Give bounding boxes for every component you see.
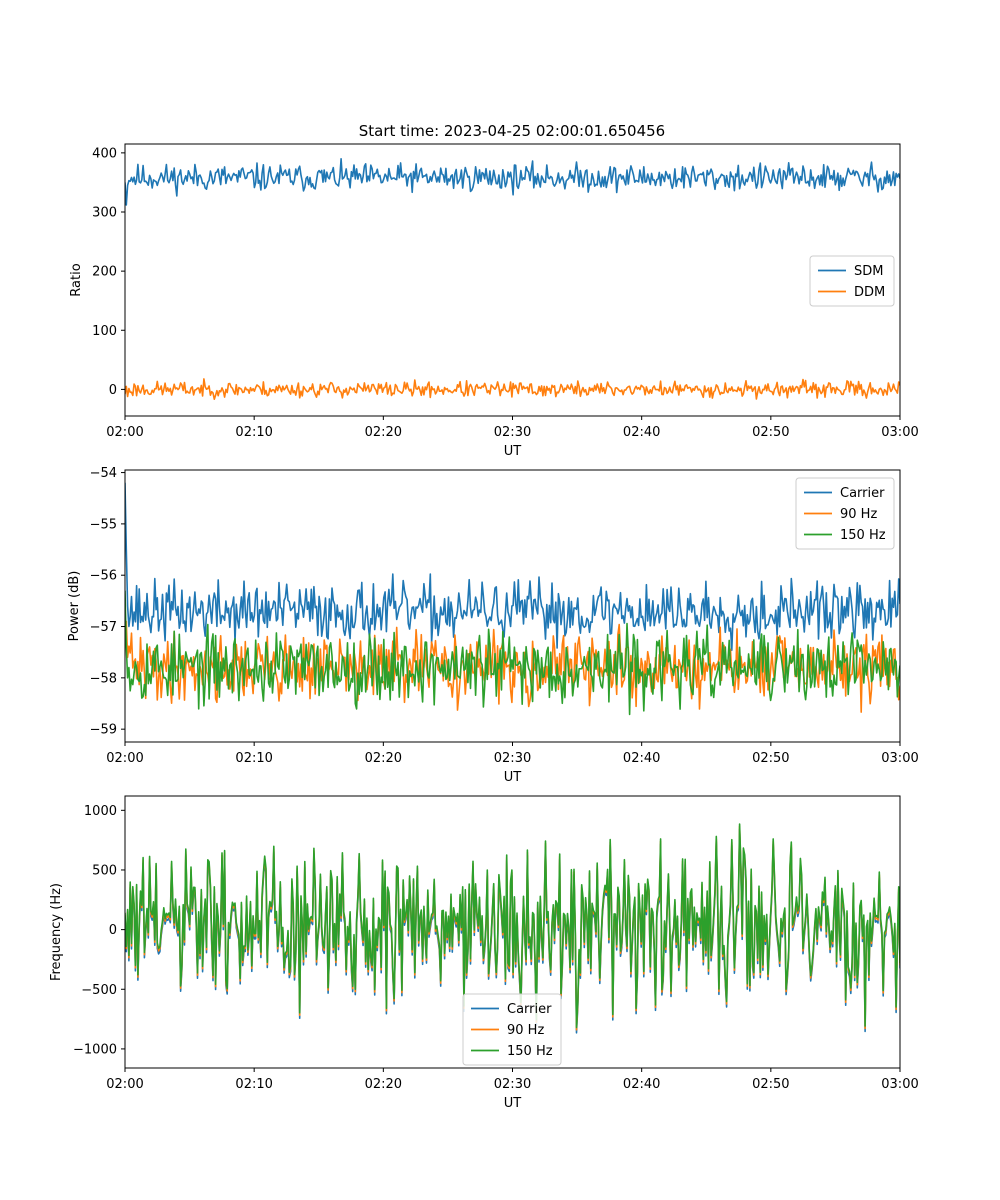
y-tick-label: 0 bbox=[109, 923, 117, 938]
x-tick-label: 02:40 bbox=[623, 425, 660, 440]
y-tick-label: 300 bbox=[92, 206, 117, 221]
y-tick-label: −57 bbox=[90, 620, 117, 635]
x-tick-label: 02:40 bbox=[623, 751, 660, 766]
legend-box bbox=[795, 477, 895, 550]
series-line-150-hz bbox=[125, 823, 900, 1029]
y-tick-label: 1000 bbox=[84, 804, 117, 819]
x-tick-label: 02:20 bbox=[365, 751, 402, 766]
legend-box bbox=[462, 993, 562, 1066]
panel-2: 02:00 02:10 02:20 02:30 02:40 02:50 03:00 UT −59… bbox=[67, 466, 919, 785]
x-tick-label: 02:10 bbox=[235, 751, 272, 766]
x-tick-label: 02:30 bbox=[494, 425, 531, 440]
x-tick-label: 02:00 bbox=[106, 1077, 143, 1092]
x-tick-label: 02:50 bbox=[752, 751, 789, 766]
y-tick-label: 500 bbox=[92, 863, 117, 878]
legend-label: DDM bbox=[854, 285, 885, 300]
legend-label: 90 Hz bbox=[507, 1023, 544, 1038]
y-tick-label: −58 bbox=[90, 671, 117, 686]
x-axis-label: UT bbox=[504, 770, 522, 785]
y-tick-label: −1000 bbox=[73, 1042, 117, 1057]
legend-label: Carrier bbox=[840, 486, 885, 501]
y-axis-label: Frequency (Hz) bbox=[49, 883, 64, 981]
y-axis-label: Ratio bbox=[69, 263, 84, 296]
y-tick-label: −500 bbox=[81, 983, 117, 998]
x-tick-label: 02:30 bbox=[494, 751, 531, 766]
y-tick-label: −54 bbox=[90, 466, 117, 481]
y-tick-label: −55 bbox=[90, 517, 117, 532]
x-axis-label: UT bbox=[504, 444, 522, 459]
x-axis-label: UT bbox=[504, 1096, 522, 1111]
x-tick-label: 02:00 bbox=[106, 751, 143, 766]
series-line-carrier bbox=[125, 482, 900, 652]
legend-label: 90 Hz bbox=[840, 507, 877, 522]
legend-label: Carrier bbox=[507, 1002, 552, 1017]
x-tick-label: 03:00 bbox=[881, 1077, 918, 1092]
legend-label: 150 Hz bbox=[840, 528, 886, 543]
legend-label: 150 Hz bbox=[507, 1044, 553, 1059]
chart-title: Start time: 2023-04-25 02:00:01.650456 bbox=[359, 122, 665, 140]
y-axis-label: Power (dB) bbox=[67, 571, 82, 642]
y-tick-label: 0 bbox=[109, 383, 117, 398]
series-line-150-hz bbox=[125, 590, 900, 716]
legend: SDM DDM bbox=[809, 255, 895, 307]
panels: 02:00 02:10 02:20 02:30 02:40 02:50 03:00 UT 0 10… bbox=[49, 143, 919, 1111]
x-tick-label: 03:00 bbox=[881, 425, 918, 440]
y-tick-label: −59 bbox=[90, 723, 117, 738]
series-line-ddm bbox=[125, 378, 900, 401]
legend-label: SDM bbox=[854, 264, 883, 279]
legend-box bbox=[809, 255, 895, 307]
y-tick-label: 200 bbox=[92, 265, 117, 280]
x-tick-label: 02:30 bbox=[494, 1077, 531, 1092]
x-tick-label: 02:50 bbox=[752, 1077, 789, 1092]
y-tick-label: −56 bbox=[90, 569, 117, 584]
x-tick-label: 02:20 bbox=[365, 425, 402, 440]
panel-3: 02:00 02:10 02:20 02:30 02:40 02:50 03:00 UT −10… bbox=[49, 795, 919, 1111]
x-tick-label: 02:10 bbox=[235, 425, 272, 440]
x-tick-label: 02:40 bbox=[623, 1077, 660, 1092]
y-tick-label: 100 bbox=[92, 324, 117, 339]
panel-1: 02:00 02:10 02:20 02:30 02:40 02:50 03:00 UT 0 10… bbox=[69, 143, 919, 459]
legend: Carrier 90 Hz 150 Hz bbox=[795, 477, 895, 550]
x-tick-label: 02:00 bbox=[106, 425, 143, 440]
x-tick-label: 02:50 bbox=[752, 425, 789, 440]
legend: Carrier 90 Hz 150 Hz bbox=[462, 993, 562, 1066]
series-line-sdm bbox=[125, 158, 900, 206]
x-tick-label: 02:10 bbox=[235, 1077, 272, 1092]
x-tick-label: 02:20 bbox=[365, 1077, 402, 1092]
x-tick-label: 03:00 bbox=[881, 751, 918, 766]
y-tick-label: 400 bbox=[92, 146, 117, 161]
